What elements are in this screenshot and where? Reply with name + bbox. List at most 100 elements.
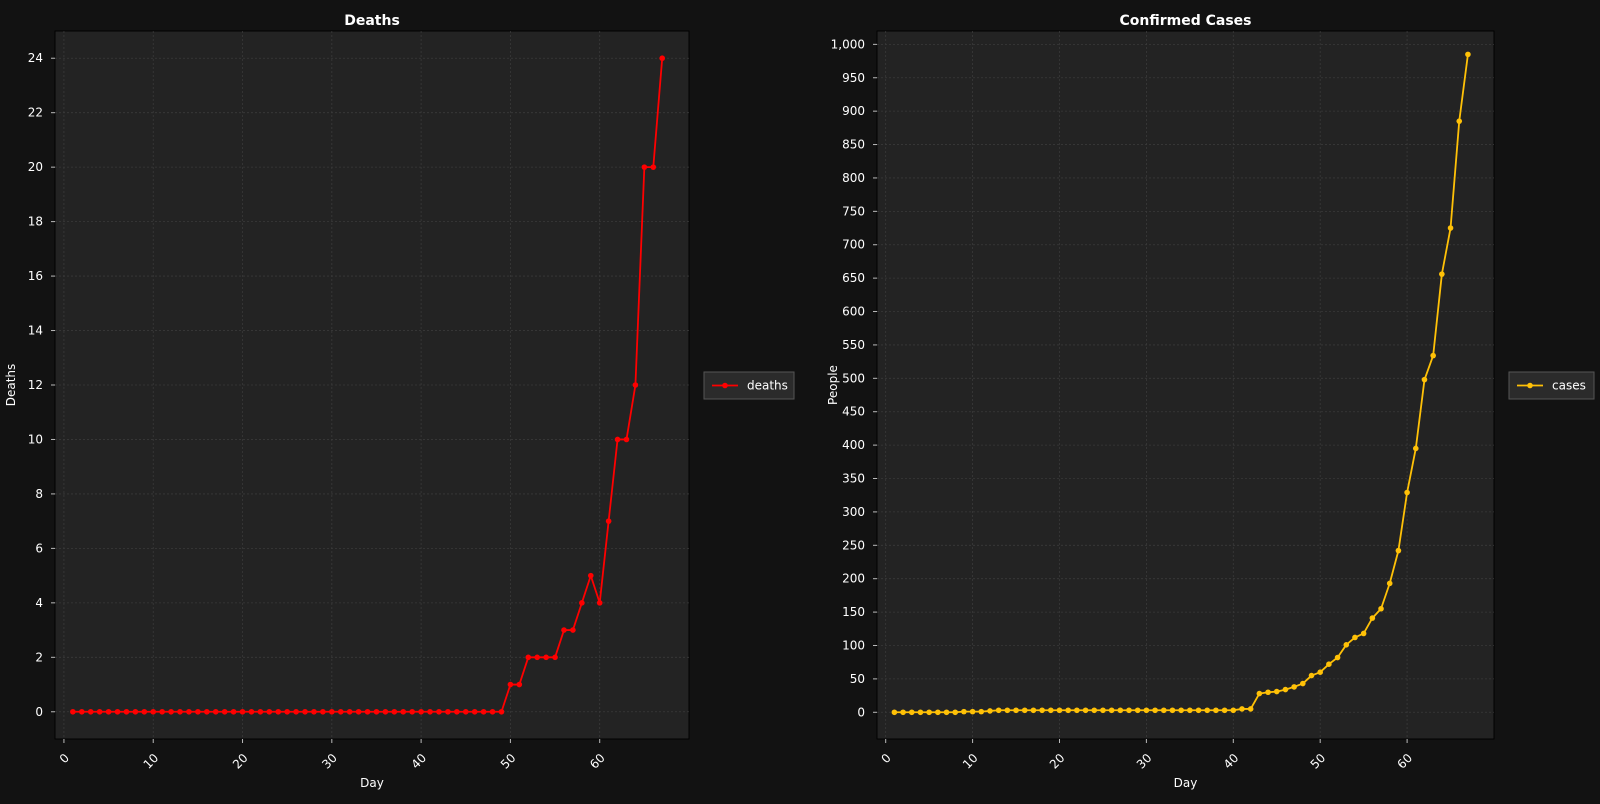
legend-label-deaths: deaths: [747, 379, 788, 393]
data-point: [400, 708, 407, 715]
data-point: [230, 708, 237, 715]
data-point: [952, 709, 959, 716]
data-point: [1291, 684, 1297, 690]
y-tick-label: 50: [850, 672, 865, 686]
data-point: [1178, 707, 1184, 714]
data-point: [337, 708, 344, 715]
data-point: [641, 164, 648, 170]
plot-area: [876, 30, 1495, 740]
x-tick-label: 0: [878, 751, 893, 766]
data-point: [266, 708, 273, 715]
y-tick-label: 200: [842, 572, 865, 586]
data-point: [1265, 689, 1271, 696]
data-point: [1256, 690, 1263, 697]
data-point: [1030, 707, 1037, 714]
y-tick-label: 700: [842, 238, 865, 252]
y-tick-label: 8: [35, 487, 43, 501]
data-point: [1039, 707, 1045, 714]
data-point: [1404, 489, 1410, 496]
y-tick-label: 22: [28, 106, 43, 120]
data-point: [1343, 642, 1350, 648]
y-tick-label: 0: [857, 705, 865, 719]
data-point: [552, 654, 558, 661]
x-tick-label: 40: [1221, 751, 1242, 772]
data-point: [1447, 225, 1454, 231]
data-point: [427, 708, 433, 715]
data-point: [293, 708, 299, 715]
data-point: [159, 708, 165, 715]
data-point: [114, 708, 121, 715]
data-point: [70, 708, 76, 715]
y-tick-label: 20: [28, 160, 43, 174]
data-point: [1143, 707, 1150, 714]
data-point: [926, 709, 932, 716]
x-tick-label: 20: [1047, 751, 1068, 772]
y-tick-label: 14: [28, 324, 43, 338]
data-point: [1221, 707, 1228, 714]
y-tick-label: 100: [842, 638, 865, 652]
data-point: [141, 708, 148, 715]
y-tick-label: 450: [842, 405, 865, 419]
data-point: [1169, 707, 1176, 714]
data-point: [1204, 707, 1211, 714]
data-point: [257, 708, 264, 715]
data-point: [1395, 547, 1402, 554]
y-tick-label: 900: [842, 104, 865, 118]
data-point: [132, 708, 139, 715]
data-point: [489, 708, 496, 715]
data-point: [1048, 707, 1054, 714]
y-tick-label: 10: [28, 432, 43, 446]
data-point: [454, 708, 460, 715]
data-point: [1317, 669, 1323, 676]
x-tick-label: 60: [1394, 751, 1415, 772]
data-point: [391, 708, 398, 715]
data-point: [1134, 707, 1141, 714]
data-point: [1160, 707, 1167, 714]
data-point: [311, 708, 317, 715]
data-point: [632, 382, 639, 388]
data-point: [445, 708, 451, 715]
data-point: [1439, 271, 1445, 277]
data-point: [1421, 376, 1428, 383]
y-tick-label: 550: [842, 338, 865, 352]
data-point: [1013, 707, 1019, 714]
data-point: [364, 708, 371, 715]
data-point: [1082, 707, 1089, 714]
data-point: [1360, 630, 1367, 637]
data-point: [1117, 707, 1124, 714]
x-tick-label: 30: [319, 751, 340, 772]
y-tick-label: 650: [842, 271, 865, 285]
data-point: [659, 55, 666, 62]
data-point: [204, 708, 210, 715]
data-point: [1195, 707, 1202, 714]
data-point: [587, 572, 594, 579]
data-point: [1108, 707, 1115, 714]
chart-title: Deaths: [344, 13, 400, 29]
data-point: [623, 436, 630, 443]
data-point: [480, 708, 487, 715]
x-tick-label: 30: [1134, 751, 1155, 772]
y-tick-label: 250: [842, 538, 865, 552]
data-point: [177, 708, 183, 715]
x-tick-label: 0: [57, 751, 72, 766]
data-point: [987, 708, 993, 714]
x-tick-label: 50: [1308, 751, 1329, 772]
data-point: [96, 708, 103, 715]
data-point: [105, 708, 112, 715]
data-point: [891, 709, 898, 716]
data-point: [900, 709, 906, 716]
data-point: [1152, 707, 1158, 714]
x-tick-label: 40: [409, 751, 430, 772]
y-tick-label: 350: [842, 472, 865, 486]
data-point: [596, 600, 603, 606]
data-point: [1065, 707, 1071, 714]
data-point: [284, 708, 290, 715]
y-tick-label: 4: [35, 596, 43, 610]
data-point: [943, 709, 950, 716]
y-tick-label: 750: [842, 204, 865, 218]
data-point: [1021, 707, 1028, 714]
data-point: [995, 707, 1002, 714]
y-tick-label: 1,000: [831, 37, 865, 51]
